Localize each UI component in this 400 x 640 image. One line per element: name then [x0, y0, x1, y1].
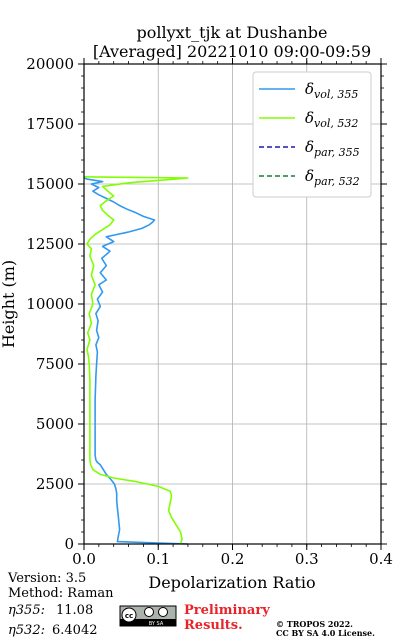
x-axis-label: Depolarization Ratio: [148, 573, 315, 592]
legend-label: δvol, 355: [305, 80, 358, 101]
license-badge-text: BY SA: [149, 621, 164, 627]
y-tick-label: 7500: [36, 355, 74, 373]
eta355-label: η355:: [8, 603, 45, 618]
copyright-line1: © TROPOS 2022.: [276, 619, 353, 629]
legend: δvol, 355 δvol, 532 δpar, 355 δpar, 532: [252, 71, 372, 198]
preliminary-text-line2: Results.: [184, 618, 243, 633]
x-tick-label: 0.0: [72, 550, 96, 568]
y-tick-label: 5000: [36, 415, 74, 433]
series-line-1: [83, 177, 188, 545]
copyright-line2: CC BY SA 4.0 License.: [276, 628, 375, 638]
y-tick-label: 2500: [36, 475, 74, 493]
axis-ticks: 0.0 0.1 0.2 0.3 0.4 0 2500 5000 7500 10000 12500 15…: [26, 55, 393, 568]
legend-label: δpar, 355: [305, 138, 360, 159]
x-tick-label: 0.4: [369, 550, 393, 568]
series-line-2: [83, 176, 189, 545]
eta532-label: η532:: [8, 623, 45, 638]
preliminary-text-line1: Preliminary: [184, 603, 270, 618]
y-tick-label: 10000: [26, 295, 74, 313]
x-tick-label: 0.3: [295, 550, 319, 568]
legend-entry: δpar, 532: [259, 167, 360, 188]
cc-license-badge-icon: cc BY SA: [119, 605, 177, 627]
y-axis-label: Height (m): [0, 260, 18, 348]
legend-entry: δpar, 355: [259, 138, 360, 159]
legend-label: δvol, 532: [305, 109, 358, 130]
legend-entry: δvol, 355: [259, 80, 358, 101]
x-tick-label: 0.2: [221, 550, 245, 568]
plot-area: 0.0 0.1 0.2 0.3 0.4 0 2500 5000 7500 10000 12500 15…: [26, 55, 393, 568]
legend-entry: δvol, 532: [259, 109, 358, 130]
legend-box: [252, 71, 372, 198]
svg-text:cc: cc: [125, 612, 133, 620]
legend-label: δpar, 532: [305, 167, 360, 188]
chart-title-line2: [Averaged] 20221010 09:00-09:59: [93, 42, 371, 61]
y-tick-label: 20000: [26, 55, 74, 73]
y-tick-label: 0: [64, 535, 74, 553]
x-tick-label: 0.1: [146, 550, 170, 568]
eta355-value: 11.08: [56, 603, 93, 618]
version-text: Version: 3.5: [7, 571, 86, 586]
y-tick-label: 15000: [26, 175, 74, 193]
chart-title-line1: pollyxt_tjk at Dushanbe: [136, 23, 327, 42]
y-tick-label: 12500: [26, 235, 74, 253]
y-tick-label: 17500: [26, 115, 74, 133]
method-text: Method: Raman: [8, 586, 114, 601]
series-lines: [83, 176, 189, 545]
eta532-value: 6.4042: [52, 623, 98, 638]
